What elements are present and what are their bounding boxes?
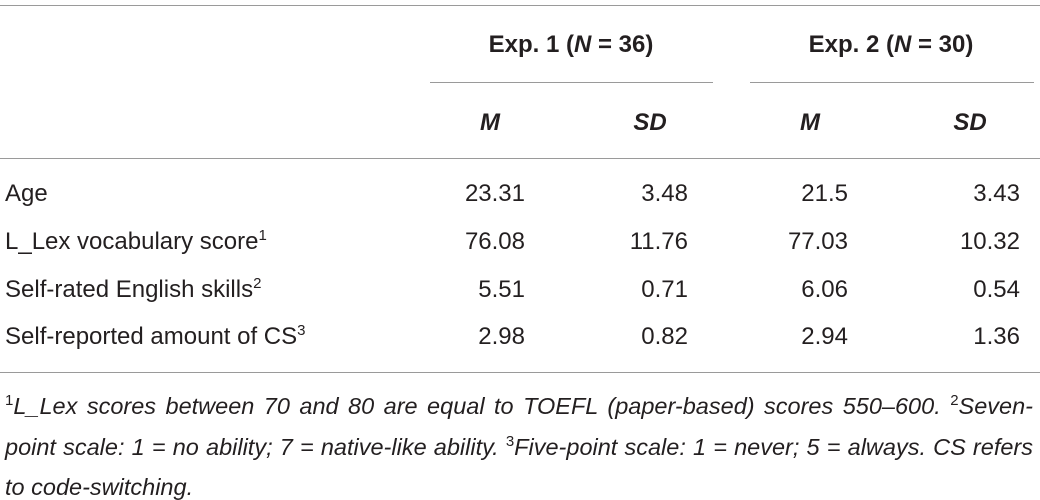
- row-label: Age: [5, 180, 48, 208]
- cell: 0.71: [641, 276, 688, 303]
- cell: 76.08: [464, 228, 525, 255]
- bottom-rule: [0, 372, 1040, 373]
- header-part: = 36): [591, 31, 654, 58]
- group-header: Exp. 2 (N = 30): [809, 31, 974, 59]
- column-header: SD: [953, 109, 987, 136]
- cell: 0.82: [641, 323, 688, 350]
- header-rule: [0, 158, 1040, 159]
- row-label: Self-reported amount of CS3: [5, 323, 306, 351]
- cell: 0.54: [973, 276, 1020, 303]
- group-rule: [430, 82, 713, 83]
- row-label: Self-rated English skills2: [5, 276, 261, 304]
- row-label-text: Self-rated English skills: [5, 276, 254, 303]
- footnote-mark: 1: [5, 392, 14, 409]
- footnote-mark: 2: [253, 275, 262, 292]
- cell: 11.76: [629, 228, 688, 255]
- group-rule: [750, 82, 1034, 83]
- footnotes: 1L_Lex scores between 70 and 80 are equa…: [5, 386, 1033, 500]
- row-label-text: Self-reported amount of CS: [5, 323, 298, 350]
- cell: 5.51: [478, 276, 525, 303]
- footnote-mark: 3: [505, 432, 515, 450]
- cell: 1.36: [973, 323, 1020, 350]
- header-part: = 30): [911, 31, 974, 58]
- top-rule: [0, 5, 1040, 6]
- cell: 3.48: [641, 180, 688, 207]
- group-header: Exp. 1 (N = 36): [489, 31, 654, 59]
- footnote-mark: 2: [950, 392, 959, 409]
- footnote-text: Seven-point scale: 1 = no ability; 7 = n…: [5, 393, 1034, 460]
- cell: 3.43: [973, 180, 1020, 207]
- column-header: SD: [633, 109, 667, 136]
- cell: 2.94: [801, 323, 848, 350]
- footnote-mark: 1: [258, 227, 267, 244]
- row-label-text: L_Lex vocabulary score: [5, 228, 259, 255]
- header-part: Exp. 2 (: [808, 31, 894, 58]
- cell: 23.31: [464, 180, 525, 207]
- row-label: L_Lex vocabulary score1: [5, 228, 267, 256]
- cell: 21.5: [801, 180, 848, 207]
- footnote-mark: 3: [297, 322, 306, 339]
- footnote-text: L_Lex scores between 70 and 80 are equal…: [13, 393, 941, 419]
- cell: 2.98: [478, 323, 525, 350]
- column-header: M: [800, 109, 820, 136]
- header-part: Exp. 1 (: [488, 31, 574, 58]
- cell: 6.06: [801, 276, 848, 303]
- column-header: M: [480, 109, 500, 136]
- cell: 77.03: [787, 228, 848, 255]
- row-label-text: Age: [5, 180, 48, 207]
- cell: 10.32: [959, 228, 1020, 255]
- header-part: N: [573, 31, 592, 58]
- footnote-text: Five-point scale: 1 = never; 5 = always.…: [5, 433, 1034, 500]
- header-part: N: [893, 31, 912, 58]
